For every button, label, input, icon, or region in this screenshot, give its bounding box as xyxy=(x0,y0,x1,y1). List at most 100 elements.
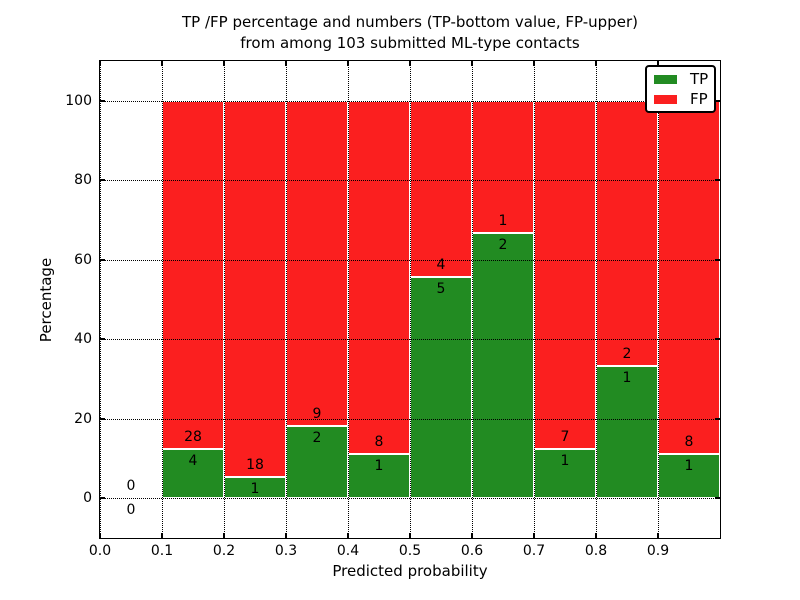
x-tick-mark xyxy=(471,533,473,538)
tp-bar-segment xyxy=(348,454,410,499)
tp-bar-segment xyxy=(410,277,472,499)
x-tick-label: 0.6 xyxy=(460,543,484,559)
v-gridline xyxy=(286,61,287,538)
tp-bar-segment xyxy=(658,454,720,499)
chart-title-line1: TP /FP percentage and numbers (TP-bottom… xyxy=(182,13,638,31)
y-tick-mark xyxy=(715,338,720,341)
x-axis-label: Predicted probability xyxy=(332,562,488,580)
x-tick-mark xyxy=(595,533,597,538)
fp-bar-segment xyxy=(224,100,286,478)
x-tick-label: 0.7 xyxy=(522,543,546,559)
y-tick-label: 40 xyxy=(74,331,92,348)
tp-count-label: 0 xyxy=(126,502,136,519)
x-tick-mark xyxy=(285,61,287,66)
x-tick-mark xyxy=(161,61,163,66)
v-gridline xyxy=(658,61,659,538)
fp-bar-segment xyxy=(410,100,472,278)
x-tick-label: 0.3 xyxy=(274,543,298,559)
fp-count-label: 4 xyxy=(436,257,446,274)
x-tick-mark xyxy=(223,533,225,538)
y-tick-label: 60 xyxy=(74,251,92,268)
v-gridline xyxy=(162,61,163,538)
fp-bar-segment xyxy=(658,100,720,455)
fp-count-label: 8 xyxy=(374,434,384,451)
fp-count-label: 18 xyxy=(246,457,264,474)
v-gridline xyxy=(410,61,411,538)
v-gridline xyxy=(348,61,349,538)
fp-bar-segment xyxy=(162,100,224,449)
x-tick-label: 0.0 xyxy=(88,543,112,559)
fp-bar-segment xyxy=(596,100,658,366)
x-tick-mark xyxy=(533,61,535,66)
fp-count-label: 0 xyxy=(126,478,136,495)
legend-label-tp: TP xyxy=(690,69,709,88)
x-tick-label: 0.9 xyxy=(646,543,670,559)
chart-title-line2: from among 103 submitted ML-type contact… xyxy=(240,34,580,52)
v-gridline xyxy=(596,61,597,538)
fp-count-label: 1 xyxy=(498,213,508,230)
y-tick-mark xyxy=(715,99,720,102)
tp-color-swatch xyxy=(654,74,677,84)
legend-label-fp: FP xyxy=(690,89,708,108)
tp-count-label: 4 xyxy=(188,452,198,469)
chart-title: TP /FP percentage and numbers (TP-bottom… xyxy=(100,12,720,54)
v-gridline xyxy=(100,61,101,538)
tp-count-label: 1 xyxy=(250,481,260,498)
x-tick-mark xyxy=(657,61,659,66)
fp-count-label: 28 xyxy=(184,428,202,445)
y-tick-mark xyxy=(100,99,105,102)
plot-area: 0 0 28 4 18 1 9 2 8 1 4 5 1 2 7 1 2 1 8 1 xyxy=(99,60,721,539)
x-tick-mark xyxy=(657,533,659,538)
tp-bar-segment xyxy=(286,425,348,499)
tp-count-label: 1 xyxy=(374,458,384,475)
y-tick-mark xyxy=(100,417,105,420)
legend-item-tp: TP xyxy=(654,69,709,88)
tp-bar-segment xyxy=(162,448,224,499)
x-tick-mark xyxy=(99,61,101,66)
legend: TP FP xyxy=(645,65,716,113)
y-tick-mark xyxy=(715,258,720,261)
legend-item-fp: FP xyxy=(654,89,708,108)
x-tick-mark xyxy=(595,61,597,66)
y-tick-label: 100 xyxy=(65,92,92,109)
tp-count-label: 1 xyxy=(622,369,632,386)
tp-bar-segment xyxy=(472,233,534,499)
x-tick-mark xyxy=(347,61,349,66)
x-tick-label: 0.4 xyxy=(336,543,360,559)
x-tick-label: 0.1 xyxy=(150,543,174,559)
v-gridline xyxy=(224,61,225,538)
fp-count-label: 8 xyxy=(684,434,694,451)
tp-count-label: 2 xyxy=(312,429,322,446)
y-tick-mark xyxy=(100,258,105,261)
fp-count-label: 9 xyxy=(312,405,322,422)
tp-count-label: 1 xyxy=(560,452,570,469)
x-tick-mark xyxy=(409,61,411,66)
x-tick-mark xyxy=(99,533,101,538)
x-tick-mark xyxy=(161,533,163,538)
y-tick-label: 20 xyxy=(74,410,92,427)
v-gridline xyxy=(472,61,473,538)
fp-count-label: 7 xyxy=(560,428,570,445)
y-tick-mark xyxy=(100,497,105,500)
x-tick-mark xyxy=(533,533,535,538)
fp-bar-segment xyxy=(534,100,596,449)
fp-color-swatch xyxy=(654,94,677,104)
y-tick-label: 0 xyxy=(83,490,92,507)
y-tick-mark xyxy=(715,417,720,420)
x-tick-label: 0.2 xyxy=(212,543,236,559)
x-tick-mark xyxy=(409,533,411,538)
fp-count-label: 2 xyxy=(622,345,632,362)
x-tick-mark xyxy=(223,61,225,66)
v-gridline xyxy=(534,61,535,538)
y-tick-mark xyxy=(100,338,105,341)
y-tick-mark xyxy=(100,179,105,182)
x-tick-label: 0.8 xyxy=(584,543,608,559)
x-tick-mark xyxy=(285,533,287,538)
fp-bar-segment xyxy=(286,100,348,426)
y-tick-label: 80 xyxy=(74,172,92,189)
fp-bar-segment xyxy=(348,100,410,455)
tp-count-label: 2 xyxy=(498,237,508,254)
x-tick-label: 0.5 xyxy=(398,543,422,559)
tp-count-label: 5 xyxy=(436,281,446,298)
